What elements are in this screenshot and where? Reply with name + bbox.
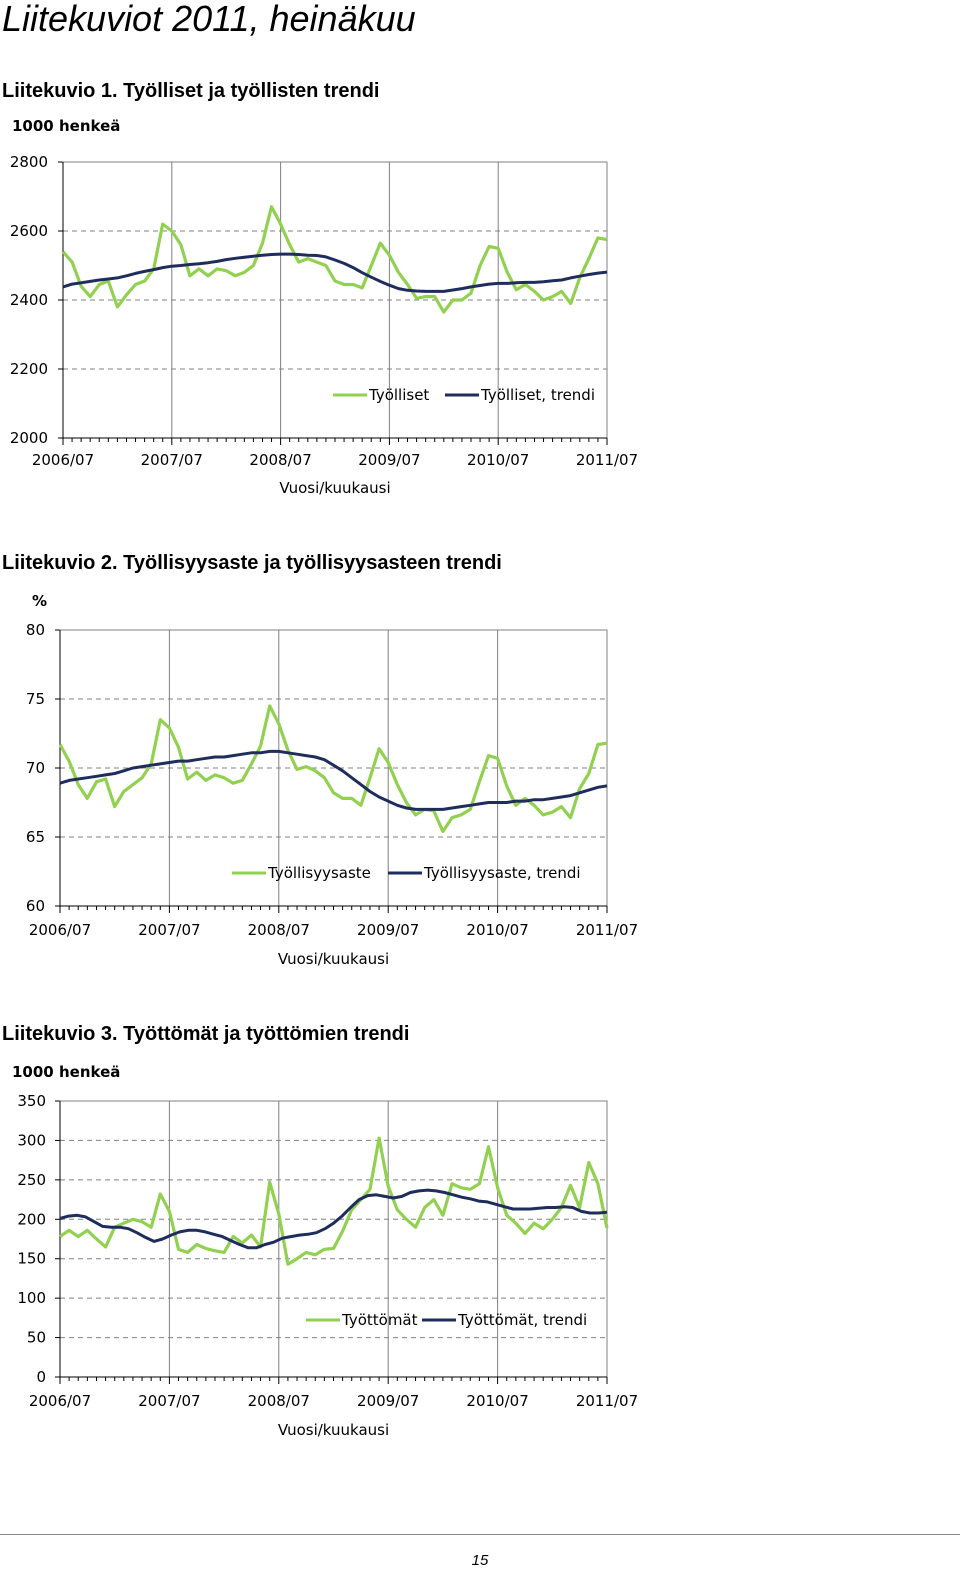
x-tick-label: 2008/07 <box>248 1392 310 1410</box>
figure-3-chart: 0 50 100 150 200 250 300 350 2006/07 2007/07 2008/… <box>12 1063 638 1439</box>
x-axis-label: Vuosi/kuukausi <box>278 950 389 968</box>
x-tick-label: 2008/07 <box>248 921 310 939</box>
y-tick-label: 2400 <box>10 291 48 309</box>
y-unit-label: % <box>32 592 47 610</box>
plot-frame <box>59 1100 608 1378</box>
figure-2-chart: 60 65 70 75 80 2006/07 2007/07 2008/07 2009/07 20… <box>26 592 638 968</box>
x-tick-label: 2007/07 <box>138 1392 200 1410</box>
figure-2-title: Liitekuvio 2. Työllisyysaste ja työllisy… <box>2 552 502 574</box>
x-tick-label: 2010/07 <box>466 921 528 939</box>
y-tick-label: 65 <box>26 828 45 846</box>
x-tick-label: 2011/07 <box>576 921 638 939</box>
y-tick-label: 350 <box>17 1092 46 1110</box>
x-tick-label: 2010/07 <box>467 451 529 469</box>
y-tick-label: 200 <box>17 1210 46 1228</box>
series-line <box>58 704 608 834</box>
legend-label: Työlliset, trendi <box>480 386 595 404</box>
y-tick-label: 100 <box>17 1289 46 1307</box>
legend-label: Työttömät, trendi <box>457 1311 587 1329</box>
y-tick-label: 75 <box>26 690 45 708</box>
y-tick-label: 70 <box>26 759 45 777</box>
x-tick-label: 2009/07 <box>357 1392 419 1410</box>
y-tick-label: 2200 <box>10 360 48 378</box>
y-tick-label: 250 <box>17 1171 46 1189</box>
x-tick-label: 2011/07 <box>576 1392 638 1410</box>
x-tick-label: 2009/07 <box>358 451 420 469</box>
footer-rule <box>0 1534 960 1535</box>
y-tick-label: 60 <box>26 897 45 915</box>
figure-1-chart: 2000 2200 2400 2600 2800 2006/07 2007/07 2008/0… <box>10 117 638 497</box>
y-tick-label: 300 <box>17 1131 46 1149</box>
x-tick-label: 2009/07 <box>357 921 419 939</box>
x-axis-label: Vuosi/kuukausi <box>278 1421 389 1439</box>
x-tick-label: 2010/07 <box>466 1392 528 1410</box>
trend-line <box>59 1188 608 1250</box>
y-tick-label: 150 <box>17 1250 46 1268</box>
x-tick-label: 2007/07 <box>141 451 203 469</box>
legend-label: Työttömät <box>341 1311 418 1329</box>
x-tick-label: 2006/07 <box>29 921 91 939</box>
x-axis-label: Vuosi/kuukausi <box>279 479 390 497</box>
page-number: 15 <box>471 1552 489 1569</box>
x-tick-label: 2006/07 <box>32 451 94 469</box>
x-tick-label: 2011/07 <box>576 451 638 469</box>
y-unit-label: 1000 henkeä <box>12 1063 120 1081</box>
figure-3-title: Liitekuvio 3. Työttömät ja työttömien tr… <box>2 1023 410 1045</box>
legend-label: Työlliset <box>368 386 429 404</box>
series-line <box>59 1136 609 1266</box>
y-tick-label: 0 <box>36 1368 46 1386</box>
legend-label: Työllisyysaste, trendi <box>423 864 581 882</box>
figure-1-title: Liitekuvio 1. Työlliset ja työllisten tr… <box>2 80 380 102</box>
y-unit-label: 1000 henkeä <box>12 117 120 135</box>
y-tick-label: 2000 <box>10 429 48 447</box>
page-title: Liitekuviot 2011, heinäkuu <box>2 0 416 39</box>
legend-label: Työllisyysaste <box>267 864 371 882</box>
y-tick-label: 2600 <box>10 222 48 240</box>
y-tick-label: 50 <box>27 1329 46 1347</box>
y-tick-label: 80 <box>26 621 45 639</box>
trend-line <box>62 252 608 293</box>
x-tick-label: 2008/07 <box>249 451 311 469</box>
x-tick-label: 2006/07 <box>29 1392 91 1410</box>
trend-line <box>59 749 608 811</box>
x-tick-label: 2007/07 <box>138 921 200 939</box>
y-tick-label: 2800 <box>10 153 48 171</box>
